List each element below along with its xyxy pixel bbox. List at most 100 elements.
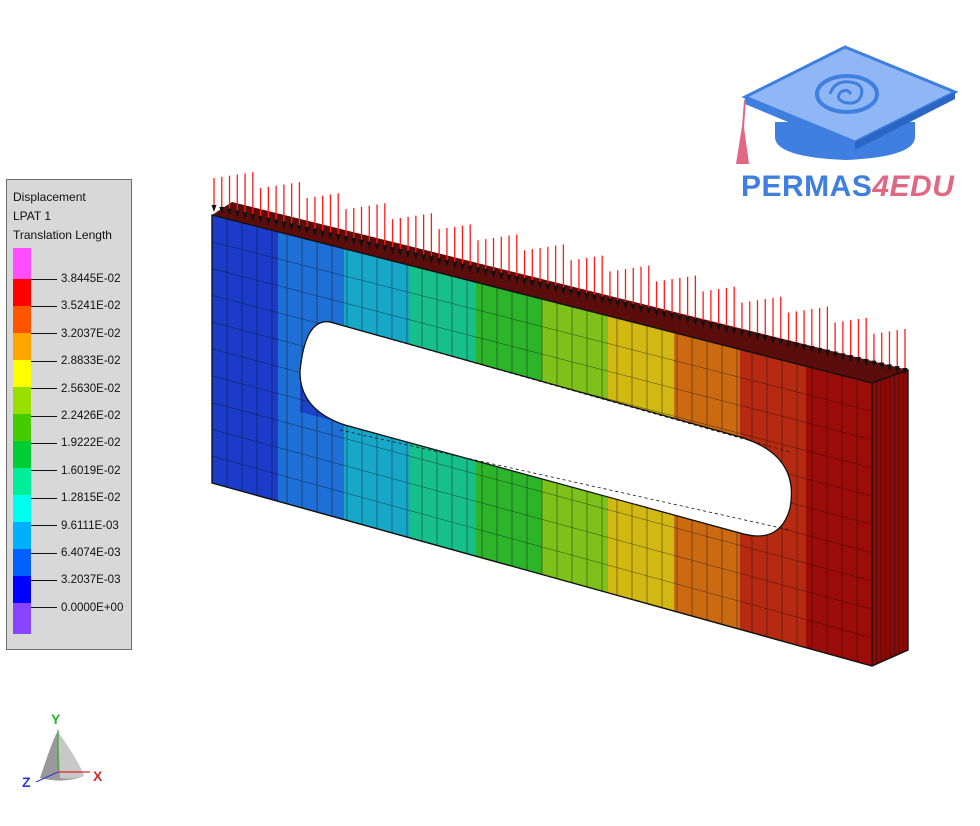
load-arrow-head (553, 285, 559, 293)
load-arrow-head (242, 212, 248, 220)
load-arrow-head (483, 269, 489, 277)
load-arrow-head (863, 358, 869, 366)
load-arrow-head (661, 311, 667, 319)
load-arrow-head (467, 265, 473, 273)
legend-swatch (13, 306, 31, 333)
legend-tick-label: 3.2037E-03 (61, 574, 121, 587)
load-arrow-head (568, 289, 574, 297)
legend-tick: 3.8445E-02 (31, 272, 120, 286)
legend-tick-label: 3.2037E-02 (61, 327, 121, 340)
logo-wordmark: PERMAS4EDU (741, 170, 954, 204)
legend-tick-label: 0.0000E+00 (61, 601, 124, 614)
load-arrow-head (685, 316, 691, 324)
load-arrow-head (700, 320, 706, 328)
load-arrow-head (762, 335, 768, 343)
slot-hole-mask (299, 321, 792, 537)
load-arrow-head (343, 236, 349, 244)
load-arrow-head (522, 278, 528, 286)
load-arrow-head (227, 208, 233, 216)
load-arrow-head (855, 357, 861, 365)
legend-swatch (13, 279, 31, 306)
load-arrow-head (529, 280, 535, 288)
load-arrow-head (630, 303, 636, 311)
x-axis-label: X (93, 768, 103, 784)
legend-swatch (13, 468, 31, 495)
legend-quantity: Translation Length (13, 228, 112, 242)
load-arrow-head (638, 305, 644, 313)
legend-tick-label: 1.9222E-02 (61, 437, 121, 450)
legend-swatch (13, 549, 31, 576)
load-arrow-head (320, 230, 326, 238)
mesh-line-h (211, 268, 873, 440)
load-arrow-head (382, 245, 388, 253)
logo-text-main: PERMAS (741, 170, 873, 203)
load-arrow-head (886, 364, 892, 372)
load-arrow-head (335, 234, 341, 242)
load-arrow-head (840, 353, 846, 361)
fe-model (211, 202, 909, 667)
contour-band (212, 215, 278, 502)
load-arrow-head (273, 219, 279, 227)
load-arrow-head (258, 215, 264, 223)
legend-tick-label: 3.8445E-02 (61, 273, 121, 285)
load-arrow-head (747, 331, 753, 339)
logo-text-accent: 4EDU (872, 170, 955, 203)
y-axis-label: Y (51, 711, 61, 727)
legend-tick: 1.2815E-02 (31, 491, 120, 505)
load-arrow-head (219, 206, 225, 214)
load-arrow-head (397, 248, 403, 256)
load-arrow-head (832, 351, 838, 359)
load-arrow-head (754, 333, 760, 341)
load-arrow-head (390, 247, 396, 255)
load-arrow-head (824, 349, 830, 357)
coordinate-triad: Y X Z (22, 711, 103, 790)
load-arrow-head (793, 342, 799, 350)
legend-swatch (13, 387, 31, 414)
load-arrow-head (514, 276, 520, 284)
load-arrow-head (677, 314, 683, 322)
load-arrow-head (413, 252, 419, 260)
legend-tick-label: 1.2815E-02 (61, 492, 121, 505)
load-arrow-head (778, 338, 784, 346)
legend-swatch (13, 603, 31, 634)
legend-tick: 6.4074E-03 (31, 546, 120, 560)
legend-tick-label: 3.5241E-02 (61, 300, 121, 313)
legend-swatch (13, 360, 31, 387)
mesh-line-h (211, 402, 873, 582)
load-arrow-head (405, 250, 411, 258)
legend-swatch (13, 441, 31, 468)
load-arrow-head (560, 287, 566, 295)
load-arrow-head (491, 270, 497, 278)
permas4edu-logo (736, 45, 959, 164)
legend-swatch (13, 522, 31, 549)
load-arrow-head (786, 340, 792, 348)
load-arrow-head (770, 336, 776, 344)
legend-tick: 3.2037E-03 (31, 573, 120, 587)
legend-tick: 3.2037E-02 (31, 327, 120, 341)
legend-title: Displacement (13, 190, 86, 204)
legend-swatch (13, 414, 31, 441)
load-arrow-head (421, 254, 427, 262)
z-axis-line (35, 771, 59, 783)
load-arrow-head (428, 256, 434, 264)
load-arrow-head (281, 221, 287, 229)
load-arrow-head (669, 313, 675, 321)
legend-tick: 2.8833E-02 (31, 354, 120, 368)
load-arrow-head (879, 362, 885, 370)
legend-swatch (13, 333, 31, 360)
load-arrow-head (366, 241, 372, 249)
mesh-line-h (211, 429, 873, 610)
legend-colorbar (13, 248, 31, 643)
legend-tick-label: 9.6111E-03 (61, 519, 119, 532)
load-arrow-head (444, 259, 450, 267)
load-arrow-head (801, 344, 807, 352)
mesh-line-h (211, 455, 873, 638)
load-arrow-head (723, 325, 729, 333)
load-arrow-head (436, 258, 442, 266)
load-arrow-head (506, 274, 512, 282)
load-arrow-head (289, 223, 295, 231)
legend-tick: 3.5241E-02 (31, 299, 120, 313)
load-arrow-head (576, 291, 582, 299)
load-arrow-head (374, 243, 380, 251)
